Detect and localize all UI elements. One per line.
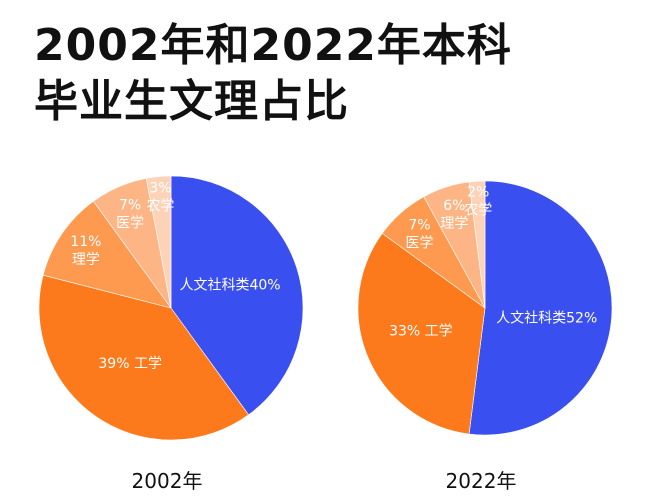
pie-slice (170, 175, 304, 416)
pie-slice (38, 274, 250, 441)
pie-xlabel: 2022年 (446, 469, 517, 493)
slice-label: 医学 (116, 216, 144, 232)
slice-value-label: 11% (70, 234, 101, 250)
chart-title: 2002年和2022年本科 毕业生文理占比 (34, 18, 512, 130)
pie-slice (468, 180, 486, 309)
slice-label: 理学 (440, 216, 468, 232)
slice-value-label: 7% (408, 218, 430, 234)
title-line-1: 2002年和2022年本科 (34, 20, 512, 71)
pie-slice (42, 200, 172, 309)
slice-value-label: 3% (149, 180, 171, 196)
slice-label: 农学 (464, 202, 492, 218)
slice-label: 人文社科类40% (179, 278, 280, 294)
slice-label: 39% 工学 (98, 356, 162, 372)
slice-value-label: 6% (443, 198, 465, 214)
pie-xlabel: 2002年 (132, 469, 203, 493)
slice-label: 理学 (72, 252, 100, 268)
pie-slice (145, 175, 172, 309)
slice-label: 人文社科类52% (496, 310, 597, 326)
pie-slice (357, 232, 486, 435)
slice-label: 医学 (405, 236, 433, 252)
slice-label: 33% 工学 (389, 324, 453, 340)
pie-slice (468, 180, 613, 436)
title-line-2: 毕业生文理占比 (34, 76, 349, 127)
slice-label: 农学 (146, 198, 174, 214)
slice-value-label: 7% (119, 198, 141, 214)
slice-value-label: 2% (467, 184, 489, 200)
